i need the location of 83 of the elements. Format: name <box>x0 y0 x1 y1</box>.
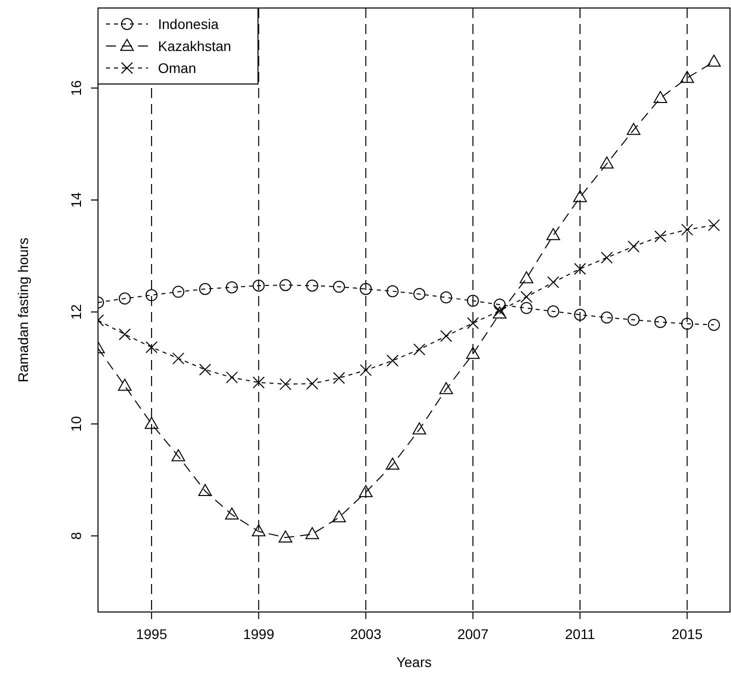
point <box>279 378 292 390</box>
point <box>386 458 400 470</box>
point <box>225 508 239 520</box>
x-tick-label: 2003 <box>350 626 382 642</box>
point <box>573 190 587 202</box>
point <box>628 314 640 326</box>
point <box>118 328 131 340</box>
point <box>520 302 532 314</box>
point <box>466 317 479 330</box>
point <box>681 224 694 236</box>
point <box>600 312 613 324</box>
point <box>494 298 506 311</box>
point <box>306 280 318 292</box>
point <box>332 510 346 522</box>
point <box>279 279 292 292</box>
point <box>252 524 266 536</box>
point <box>708 219 720 232</box>
point <box>654 316 666 328</box>
point <box>628 240 640 252</box>
point <box>118 292 131 305</box>
point <box>547 305 560 318</box>
point <box>413 343 426 356</box>
point <box>144 416 158 429</box>
y-axis-title: Ramadan fasting hours <box>15 238 31 382</box>
point <box>654 91 668 104</box>
point <box>146 289 158 302</box>
y-tick-label: 8 <box>68 532 84 540</box>
point <box>520 290 532 303</box>
point <box>305 527 320 540</box>
point <box>333 280 346 293</box>
point <box>360 283 372 296</box>
x-tick-label: 2011 <box>564 626 596 642</box>
point <box>386 354 399 367</box>
point <box>466 346 480 359</box>
legend-label: Oman <box>158 60 196 76</box>
point <box>654 230 666 242</box>
point <box>547 276 560 288</box>
point <box>412 422 426 434</box>
legend-label: Indonesia <box>158 16 219 32</box>
point <box>708 318 720 331</box>
x-tick-label: 2015 <box>672 626 703 642</box>
point <box>198 484 212 496</box>
point <box>707 54 721 67</box>
point <box>626 122 640 135</box>
x-axis-title: Years <box>396 654 432 670</box>
point <box>440 291 452 304</box>
point <box>278 530 292 542</box>
x-tick-label: 1995 <box>136 626 168 642</box>
y-tick-label: 14 <box>68 192 84 208</box>
legend-label: Kazakhstan <box>158 38 232 54</box>
point <box>118 378 132 391</box>
point <box>440 330 452 342</box>
point <box>466 294 479 307</box>
point <box>600 156 614 169</box>
point <box>252 376 265 388</box>
point <box>681 318 694 330</box>
point <box>172 286 184 298</box>
point <box>546 228 560 240</box>
point <box>600 252 613 264</box>
point <box>252 280 265 292</box>
point <box>199 283 212 296</box>
y-tick-label: 10 <box>68 416 84 432</box>
point <box>172 352 184 364</box>
point <box>199 364 212 376</box>
point <box>439 382 453 394</box>
y-tick-label: 12 <box>68 304 84 320</box>
x-tick-label: 1999 <box>243 626 274 642</box>
point <box>358 485 373 498</box>
point <box>306 378 318 390</box>
point <box>146 341 158 354</box>
point <box>680 70 694 83</box>
point <box>574 308 586 321</box>
y-tick-label: 16 <box>68 80 84 96</box>
point <box>172 449 186 462</box>
point <box>333 372 346 384</box>
point <box>386 285 399 298</box>
point <box>226 281 238 294</box>
point <box>413 288 426 300</box>
point <box>226 371 238 384</box>
x-tick-label: 2007 <box>457 626 489 642</box>
point <box>574 262 586 275</box>
point <box>520 271 534 284</box>
point <box>360 364 372 376</box>
